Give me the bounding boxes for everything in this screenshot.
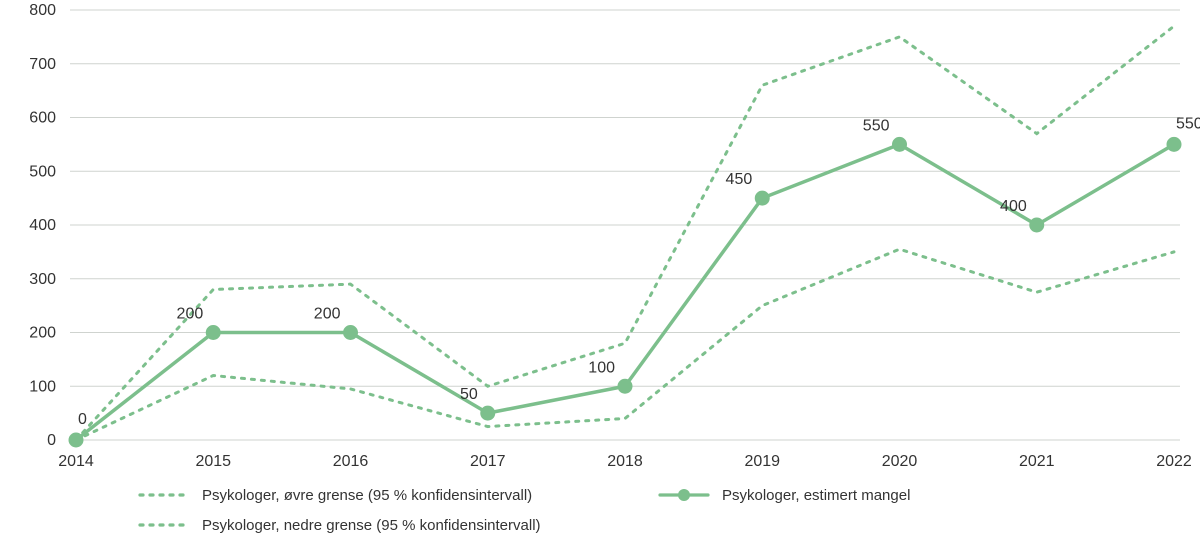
x-tick-label: 2022 [1156,453,1192,470]
line-chart-svg: 0100200300400500600700800201420152016201… [0,0,1200,556]
y-tick-label: 200 [29,325,56,342]
legend-label-lower: Psykologer, nedre grense (95 % konfidens… [202,517,541,534]
data-label: 0 [78,411,87,428]
x-tick-label: 2015 [195,453,231,470]
y-tick-label: 300 [29,271,56,288]
x-tick-label: 2016 [333,453,369,470]
y-tick-label: 800 [29,2,56,19]
data-label: 400 [1000,198,1027,215]
x-tick-label: 2017 [470,453,506,470]
y-tick-label: 400 [29,217,56,234]
x-tick-label: 2020 [882,453,918,470]
data-label: 50 [460,386,478,403]
data-marker [893,137,907,151]
y-tick-label: 500 [29,163,56,180]
chart-bg [0,0,1200,556]
x-tick-label: 2021 [1019,453,1055,470]
chart-container: 0100200300400500600700800201420152016201… [0,0,1200,556]
data-marker [618,379,632,393]
y-tick-label: 600 [29,110,56,127]
data-marker [69,433,83,447]
x-tick-label: 2018 [607,453,643,470]
data-marker [206,326,220,340]
data-marker [481,406,495,420]
data-marker [1030,218,1044,232]
data-label: 550 [863,117,890,134]
legend-label-upper: Psykologer, øvre grense (95 % konfidensi… [202,487,532,504]
data-marker [344,326,358,340]
legend-label-main: Psykologer, estimert mangel [722,487,910,504]
data-label: 200 [177,306,204,323]
y-tick-label: 700 [29,56,56,73]
data-label: 450 [726,171,753,188]
data-label: 100 [588,359,615,376]
x-tick-label: 2014 [58,453,94,470]
data-label: 200 [314,306,341,323]
y-tick-label: 100 [29,378,56,395]
data-marker [1167,137,1181,151]
x-tick-label: 2019 [744,453,780,470]
data-label: 550 [1176,115,1200,132]
data-marker [755,191,769,205]
y-tick-label: 0 [47,432,56,449]
